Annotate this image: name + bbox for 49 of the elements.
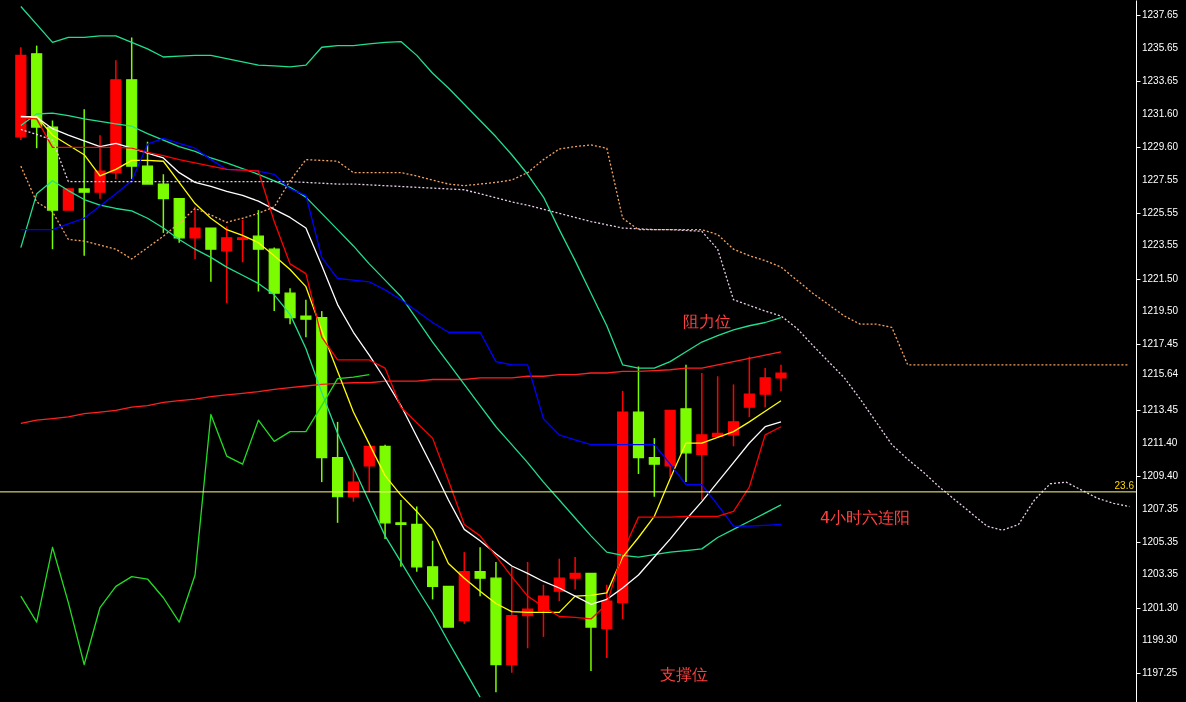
candlestick: [474, 546, 486, 597]
candlestick: [648, 437, 660, 498]
candlestick: [78, 108, 90, 257]
candlestick: [236, 219, 249, 263]
candlestick: [205, 227, 217, 283]
annotation: 阻力位: [683, 312, 731, 331]
y-tick-label: 1201.30: [1142, 601, 1179, 613]
y-tick-label: 1203.35: [1142, 568, 1179, 580]
y-tick-label: 1225.55: [1142, 206, 1179, 218]
line-series: [20, 180, 481, 698]
candlestick: [221, 225, 233, 304]
y-tick-label: 1199.30: [1142, 634, 1178, 646]
annotation: 支撑位: [660, 665, 708, 684]
y-tick-label: 1217.45: [1142, 338, 1179, 350]
y-tick-label: 1223.55: [1142, 239, 1179, 251]
y-tick-label: 1231.60: [1142, 108, 1179, 120]
line-series: [20, 351, 782, 425]
y-tick-label: 1233.65: [1142, 74, 1179, 86]
y-tick-label: 1221.50: [1142, 272, 1179, 284]
candlestick: [569, 556, 581, 591]
line-series: [20, 5, 782, 369]
line-series: [20, 373, 370, 666]
y-tick-label: 1235.65: [1142, 42, 1179, 54]
candlestick: [189, 206, 201, 260]
y-tick-label: 1213.45: [1142, 403, 1179, 415]
candlestick: [300, 298, 312, 338]
candlestick: [94, 134, 106, 200]
candlestick: [141, 140, 154, 185]
candlestick: [395, 499, 407, 568]
annotation: 23.6: [1114, 479, 1135, 491]
candlestick: [62, 188, 74, 211]
y-tick-label: 1207.35: [1142, 502, 1179, 514]
y-tick-label: 1229.60: [1142, 140, 1179, 152]
y-tick-label: 1237.65: [1142, 9, 1179, 21]
y-tick-label: 1219.50: [1142, 305, 1179, 317]
y-tick-label: 1227.55: [1142, 173, 1179, 185]
candlestick: [157, 173, 169, 234]
candlestick: [743, 355, 755, 418]
candlestick: [775, 364, 787, 392]
y-tick-label: 1211.40: [1142, 437, 1178, 449]
candlestick: [696, 372, 708, 501]
y-tick-label: 1197.25: [1142, 667, 1178, 679]
y-tick-label: 1209.40: [1142, 469, 1179, 481]
y-tick-label: 1205.35: [1142, 535, 1179, 547]
candlestick: [727, 383, 740, 448]
candlestick: [426, 540, 439, 601]
candlestick: [759, 367, 771, 408]
y-tick-label: 1215.64: [1142, 367, 1179, 379]
annotation: 4小时六连阳: [819, 508, 911, 527]
